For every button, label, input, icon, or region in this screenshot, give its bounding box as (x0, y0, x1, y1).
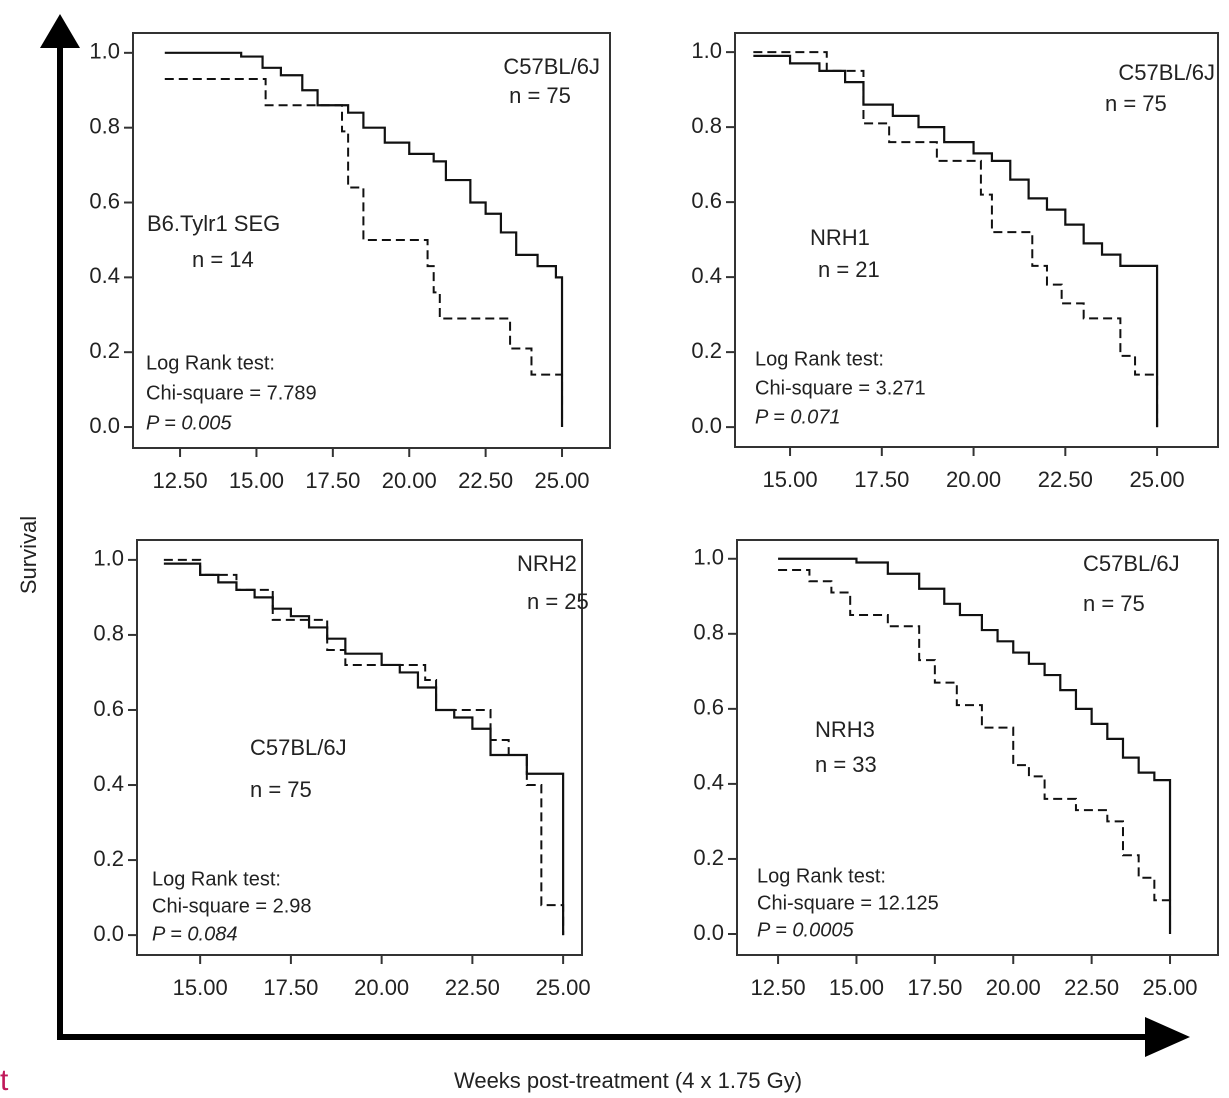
survival-curve (753, 54, 1159, 428)
y-tick-label: 0.8 (693, 620, 724, 645)
annotation: n = 21 (818, 257, 880, 282)
y-tick-label: 0.6 (691, 188, 722, 213)
annotation: Chi-square = 2.98 (152, 895, 312, 917)
annotation: P = 0.005 (146, 412, 232, 434)
annotation: Log Rank test: (755, 348, 884, 370)
annotation: n = 75 (509, 83, 571, 108)
y-tick-label: 0.4 (93, 771, 124, 796)
annotation: P = 0.0005 (757, 919, 854, 941)
annotation: Log Rank test: (757, 865, 886, 887)
survival-curve (164, 78, 564, 428)
annotation: n = 75 (1105, 91, 1167, 116)
y-tick-label: 0.4 (691, 263, 722, 288)
annotation: Chi-square = 3.271 (755, 377, 926, 399)
x-tick-label: 25.00 (536, 975, 591, 1000)
y-tick-label: 0.4 (89, 263, 120, 288)
y-axis-label: Survival (16, 516, 41, 594)
y-tick-label: 1.0 (89, 39, 120, 64)
y-tick-label: 0.2 (693, 845, 724, 870)
plot-frame (736, 539, 1219, 956)
y-tick-label: 0.0 (89, 413, 120, 438)
x-tick-label: 20.00 (354, 975, 409, 1000)
survival-curve (164, 51, 564, 428)
annotation: NRH3 (815, 717, 875, 742)
plot-frame (132, 32, 611, 449)
x-tick-label: 25.00 (1142, 975, 1197, 1000)
annotation: Chi-square = 12.125 (757, 892, 939, 914)
x-tick-label: 12.50 (751, 975, 806, 1000)
annotation: C57BL/6J (1083, 551, 1180, 576)
annotation: B6.Tylr1 SEG (147, 211, 280, 236)
y-tick-label: 0.6 (93, 696, 124, 721)
annotation: NRH2 (517, 551, 577, 576)
annotation: n = 14 (192, 247, 254, 272)
x-tick-label: 17.50 (854, 467, 909, 492)
y-tick-label: 1.0 (691, 38, 722, 63)
x-tick-label: 17.50 (907, 975, 962, 1000)
edge-text: t (0, 1064, 9, 1097)
y-tick-label: 0.2 (93, 846, 124, 871)
y-tick-label: 0.0 (693, 920, 724, 945)
x-tick-label: 15.00 (229, 468, 284, 493)
x-tick-label: 22.50 (458, 468, 513, 493)
x-tick-label: 20.00 (946, 467, 1001, 492)
y-tick-label: 0.0 (93, 921, 124, 946)
annotation: n = 25 (527, 589, 589, 614)
annotation: Chi-square = 7.789 (146, 382, 317, 404)
x-arrow-head (1145, 1017, 1190, 1057)
annotation: NRH1 (810, 225, 870, 250)
annotation: n = 75 (1083, 591, 1145, 616)
x-axis-label: Weeks post-treatment (4 x 1.75 Gy) (454, 1068, 802, 1093)
y-tick-label: 0.8 (93, 621, 124, 646)
x-tick-label: 15.00 (763, 467, 818, 492)
x-tick-label: 15.00 (173, 975, 228, 1000)
x-tick-label: 20.00 (986, 975, 1041, 1000)
x-tick-label: 22.50 (445, 975, 500, 1000)
y-tick-label: 1.0 (93, 546, 124, 571)
x-tick-label: 22.50 (1038, 467, 1093, 492)
x-tick-label: 22.50 (1064, 975, 1119, 1000)
annotation: Log Rank test: (146, 352, 275, 374)
annotation: Log Rank test: (152, 868, 281, 890)
x-tick-label: 17.50 (263, 975, 318, 1000)
x-tick-label: 20.00 (382, 468, 437, 493)
x-tick-label: 25.00 (534, 468, 589, 493)
x-tick-label: 17.50 (305, 468, 360, 493)
y-tick-label: 0.6 (89, 188, 120, 213)
annotation: C57BL/6J (1118, 60, 1215, 85)
annotation: n = 33 (815, 752, 877, 777)
survival-curve (778, 557, 1172, 934)
plot-frame (136, 539, 583, 956)
annotation: P = 0.071 (755, 406, 840, 428)
y-tick-label: 1.0 (693, 545, 724, 570)
annotation: P = 0.084 (152, 923, 237, 945)
survival-curve (753, 51, 1159, 428)
y-tick-label: 0.8 (691, 113, 722, 138)
y-tick-label: 0.2 (89, 338, 120, 363)
y-tick-label: 0.8 (89, 113, 120, 138)
y-arrow-head (40, 14, 80, 48)
y-tick-label: 0.2 (691, 338, 722, 363)
y-tick-label: 0.0 (691, 413, 722, 438)
y-tick-label: 0.6 (693, 695, 724, 720)
x-tick-label: 15.00 (829, 975, 884, 1000)
y-tick-label: 0.4 (693, 770, 724, 795)
survival-curve (778, 569, 1172, 934)
x-tick-label: 25.00 (1130, 467, 1185, 492)
plot-frame (734, 32, 1219, 448)
annotation: C57BL/6J (250, 735, 347, 760)
annotation: n = 75 (250, 777, 312, 802)
survival-curve (163, 558, 565, 936)
x-tick-label: 12.50 (153, 468, 208, 493)
annotation: C57BL/6J (503, 54, 600, 79)
